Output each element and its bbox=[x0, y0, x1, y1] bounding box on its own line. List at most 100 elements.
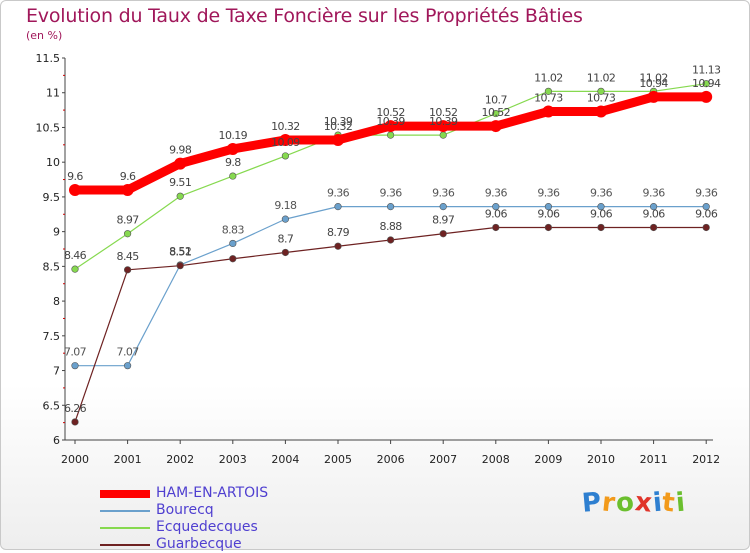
data-point-ecquedecques bbox=[281, 152, 290, 160]
y-tick-label: 10.5 bbox=[36, 121, 61, 134]
data-point-guarbecque bbox=[387, 236, 395, 244]
data-label-ham-en-artois: 9.6 bbox=[67, 170, 83, 183]
data-label-ham-en-artois: 10.32 bbox=[324, 120, 353, 133]
data-point-guarbecque bbox=[702, 223, 710, 232]
x-tick-label: 2000 bbox=[61, 453, 89, 466]
data-label-bourecq: 7.07 bbox=[117, 346, 140, 359]
data-label-bourecq: 9.36 bbox=[485, 187, 508, 200]
data-label-bourecq: 8.83 bbox=[222, 223, 245, 236]
data-point-ham-en-artois bbox=[174, 157, 187, 170]
data-label-ecquedecques: 10.39 bbox=[429, 115, 458, 128]
data-point-ecquedecques bbox=[544, 87, 553, 95]
data-point-guarbecque bbox=[597, 223, 605, 232]
logo-letter: x bbox=[633, 487, 655, 519]
data-label-guarbecque: 8.7 bbox=[278, 232, 294, 245]
proxiti-logo: Proxiti bbox=[581, 487, 688, 519]
data-point-ham-en-artois bbox=[69, 183, 81, 196]
data-label-ecquedecques: 10.39 bbox=[324, 115, 353, 128]
y-tick-label: 8 bbox=[53, 295, 60, 308]
data-label-ham-en-artois: 10.52 bbox=[429, 106, 458, 119]
data-label-guarbecque: 9.06 bbox=[485, 207, 508, 220]
data-label-bourecq: 7.07 bbox=[64, 346, 87, 359]
data-label-ham-en-artois: 9.6 bbox=[120, 170, 136, 183]
data-point-guarbecque bbox=[229, 255, 237, 263]
data-point-guarbecque bbox=[123, 266, 132, 274]
data-label-bourecq: 8.52 bbox=[169, 245, 191, 258]
line-chart: 6 6.5 7 7.5 8 8.5 9 9.5 10 10.5 11 11.5 2000 2001 2002… bbox=[36, 52, 722, 466]
data-point-bourecq bbox=[334, 203, 342, 211]
data-label-guarbecque: 8.45 bbox=[117, 250, 140, 263]
legend-swatch bbox=[100, 490, 150, 498]
data-point-ecquedecques bbox=[492, 109, 500, 118]
y-tick-label: 6 bbox=[53, 434, 60, 447]
data-point-bourecq bbox=[387, 203, 395, 211]
data-point-bourecq bbox=[597, 203, 605, 211]
data-point-ecquedecques bbox=[229, 172, 237, 180]
data-label-ham-en-artois: 9.98 bbox=[169, 144, 192, 157]
data-point-bourecq bbox=[492, 203, 500, 211]
y-tick-label: 8.5 bbox=[43, 260, 61, 273]
y-tick-label: 7 bbox=[53, 365, 60, 378]
data-point-ham-en-artois bbox=[595, 105, 607, 118]
data-point-bourecq bbox=[439, 203, 447, 211]
legend-label: Bourecq bbox=[156, 502, 214, 518]
data-label-ham-en-artois: 10.19 bbox=[219, 129, 248, 142]
legend-item-bourecq: Bourecq bbox=[100, 502, 268, 519]
data-label-ecquedecques: 9.51 bbox=[169, 176, 191, 189]
data-point-guarbecque bbox=[439, 230, 447, 238]
data-point-guarbecque bbox=[334, 242, 342, 250]
data-point-guarbecque bbox=[281, 248, 290, 257]
data-label-guarbecque: 9.06 bbox=[695, 207, 718, 220]
chart-legend: HAM-EN-ARTOIS Bourecq Ecquedecques Guarbecq… bbox=[100, 485, 268, 553]
data-label-ecquedecques: 11.02 bbox=[639, 71, 668, 84]
y-tick-label: 10 bbox=[46, 156, 60, 169]
legend-item-ham-en-artois: HAM-EN-ARTOIS bbox=[100, 485, 268, 502]
x-tick-label: 2011 bbox=[640, 453, 668, 466]
data-point-bourecq bbox=[229, 239, 237, 248]
legend-label: Guarbecque bbox=[156, 536, 242, 552]
data-point-ham-en-artois bbox=[542, 105, 555, 118]
data-label-ham-en-artois: 10.94 bbox=[639, 77, 668, 90]
x-tick-label: 2005 bbox=[324, 453, 352, 466]
data-label-ecquedecques: 8.97 bbox=[117, 214, 140, 227]
data-label-guarbecque: 8.88 bbox=[380, 220, 403, 233]
data-point-guarbecque bbox=[176, 262, 184, 270]
data-label-ecquedecques: 11.13 bbox=[692, 64, 721, 77]
x-tick-label: 2008 bbox=[482, 453, 510, 466]
y-tick-label: 11 bbox=[46, 87, 60, 100]
legend-item-ecquedecques: Ecquedecques bbox=[100, 519, 268, 536]
data-label-ham-en-artois: 10.52 bbox=[376, 106, 405, 119]
data-label-ecquedecques: 10.39 bbox=[376, 115, 405, 128]
x-tick-label: 2003 bbox=[219, 453, 247, 466]
legend-label: Ecquedecques bbox=[156, 519, 258, 535]
x-tick-label: 2009 bbox=[534, 453, 562, 466]
data-label-bourecq: 9.36 bbox=[537, 187, 560, 200]
data-point-ham-en-artois bbox=[437, 120, 450, 133]
data-point-bourecq bbox=[281, 215, 290, 223]
y-tick-label: 9.5 bbox=[43, 191, 61, 204]
data-label-bourecq: 9.18 bbox=[274, 199, 297, 212]
data-point-bourecq bbox=[123, 362, 132, 370]
data-label-guarbecque: 9.06 bbox=[590, 207, 613, 220]
data-label-guarbecque: 9.06 bbox=[537, 207, 560, 220]
data-point-guarbecque bbox=[492, 223, 500, 232]
data-label-ham-en-artois: 10.32 bbox=[271, 120, 300, 133]
legend-item-guarbecque: Guarbecque bbox=[100, 536, 268, 553]
y-tick-label: 11.5 bbox=[36, 52, 61, 65]
logo-letter: i bbox=[674, 487, 688, 519]
data-point-ham-en-artois bbox=[647, 90, 660, 103]
data-label-ecquedecques: 9.8 bbox=[225, 156, 241, 169]
legend-swatch bbox=[100, 527, 150, 529]
chart-subtitle: (en %) bbox=[26, 29, 63, 42]
y-tick-label: 9 bbox=[53, 226, 60, 239]
data-point-bourecq bbox=[649, 203, 658, 211]
data-label-ham-en-artois: 10.94 bbox=[692, 77, 721, 90]
data-label-ham-en-artois: 10.52 bbox=[482, 106, 511, 119]
data-label-ecquedecques: 11.02 bbox=[587, 71, 616, 84]
x-tick-label: 2010 bbox=[587, 453, 615, 466]
data-label-guarbecque: 6.26 bbox=[64, 402, 87, 415]
data-point-ecquedecques bbox=[387, 131, 395, 139]
data-label-ham-en-artois: 10.73 bbox=[587, 91, 616, 104]
data-point-ecquedecques bbox=[176, 192, 184, 200]
data-point-bourecq bbox=[71, 362, 79, 370]
